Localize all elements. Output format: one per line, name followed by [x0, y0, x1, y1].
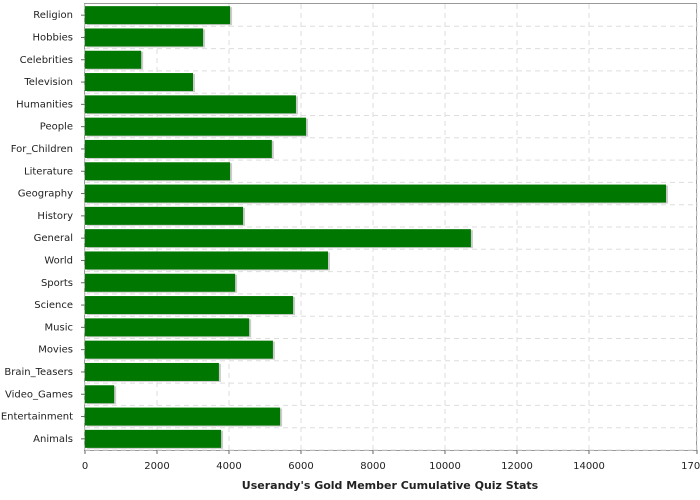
y-tick-label: Entertainment: [1, 412, 73, 423]
x-tick-label: 8000: [360, 461, 385, 472]
y-tick-label: History: [37, 211, 73, 222]
bar: [85, 95, 296, 114]
y-tick-label: Video_Games: [5, 389, 73, 400]
x-tick-label: 17000: [681, 461, 700, 472]
y-tick-label: Celebrities: [20, 55, 73, 66]
x-tick-label: 12000: [501, 461, 533, 472]
y-tick-label: Geography: [18, 189, 73, 200]
y-tick-label: Music: [45, 322, 73, 333]
x-tick-label: 14000: [573, 461, 605, 472]
y-tick-label: Science: [34, 300, 73, 311]
y-tick-label: Brain_Teasers: [4, 367, 73, 378]
bar: [85, 162, 231, 181]
bar: [85, 318, 250, 337]
bar: [85, 296, 294, 315]
bar: [85, 340, 273, 359]
y-tick-label: World: [44, 255, 73, 266]
y-tick-label: Literature: [24, 166, 73, 177]
bar: [85, 139, 272, 158]
y-tick-label: Television: [23, 77, 73, 88]
bar: [85, 229, 471, 248]
y-tick-label: Humanities: [16, 99, 73, 110]
bar: [85, 50, 142, 69]
y-tick-label: People: [40, 122, 73, 133]
y-tick-label: Animals: [33, 434, 73, 445]
bar: [85, 362, 219, 381]
y-tick-label: General: [34, 233, 73, 244]
bar: [85, 117, 307, 136]
x-tick-label: 6000: [288, 461, 313, 472]
bar: [85, 429, 222, 448]
bar: [85, 73, 193, 92]
y-tick-label: Sports: [41, 278, 73, 289]
bar: [85, 206, 244, 225]
x-tick-label: 10000: [429, 461, 461, 472]
y-tick-label: Hobbies: [33, 32, 73, 43]
chart-title: Userandy's Gold Member Cumulative Quiz S…: [242, 479, 539, 492]
x-tick-label: 0: [82, 461, 88, 472]
bar: [85, 28, 204, 47]
x-tick-label: 4000: [216, 461, 241, 472]
bar: [85, 407, 281, 426]
bar: [85, 273, 236, 292]
bar: [85, 6, 231, 25]
bar: [85, 251, 328, 270]
x-tick-label: 2000: [144, 461, 169, 472]
y-tick-label: Religion: [33, 10, 73, 21]
bar: [85, 184, 667, 203]
bar: [85, 385, 115, 404]
y-tick-label: Movies: [38, 345, 73, 356]
y-tick-label: For_Children: [11, 144, 73, 155]
